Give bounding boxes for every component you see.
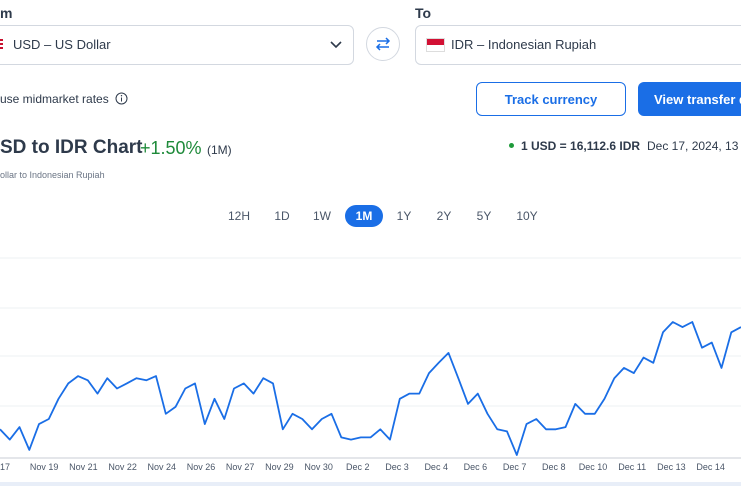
x-tick-label: Nov 21 xyxy=(69,462,98,472)
x-tick-label: Nov 30 xyxy=(304,462,333,472)
from-select[interactable]: USD – US Dollar xyxy=(0,25,354,65)
track-button[interactable]: Track currency xyxy=(476,82,626,116)
x-tick-label: Dec 6 xyxy=(464,462,488,472)
period-tab[interactable]: 2Y xyxy=(436,209,452,223)
change: +1.50% xyxy=(140,138,202,158)
us-flag xyxy=(0,39,3,50)
period-tab[interactable]: 1D xyxy=(274,209,290,223)
x-tick-label: Dec 2 xyxy=(346,462,370,472)
rate-time: Dec 17, 2024, 13 xyxy=(647,139,739,153)
midmarket-text: use midmarket rates xyxy=(0,92,109,106)
x-tick-label: Nov 22 xyxy=(108,462,137,472)
x-tick-label: Dec 14 xyxy=(696,462,725,472)
period-tab[interactable]: 1W xyxy=(313,209,331,223)
to-label: To xyxy=(415,5,432,21)
live-dot xyxy=(509,143,514,148)
subtitle: ollar to Indonesian Rupiah xyxy=(0,170,105,180)
change-period: (1M) xyxy=(207,143,232,157)
transfer-button[interactable]: View transfer q xyxy=(638,82,741,116)
swap-button[interactable] xyxy=(366,27,400,61)
from-currency: USD – US Dollar xyxy=(13,37,111,52)
x-tick-label: Dec 10 xyxy=(579,462,608,472)
period-tab[interactable]: 1M xyxy=(345,205,383,227)
to-select[interactable]: IDR – Indonesian Rupiah xyxy=(415,25,741,65)
x-tick-label: Nov 19 xyxy=(30,462,59,472)
chart-title: SD to IDR Chart xyxy=(0,137,143,158)
midmarket-note: use midmarket rates xyxy=(0,92,128,106)
info-icon[interactable] xyxy=(115,92,128,105)
chart: 17 Nov 19 Nov 21 Nov 22 Nov 24 Nov 26 Nov 27 No… xyxy=(0,257,741,486)
period-tab[interactable]: 1Y xyxy=(396,209,412,223)
scroll-strip xyxy=(0,482,741,486)
period-tab[interactable]: 10Y xyxy=(516,209,538,223)
x-tick-label: Dec 3 xyxy=(385,462,409,472)
x-tick-label: Dec 11 xyxy=(618,462,646,472)
x-tick-label: Nov 24 xyxy=(148,462,177,472)
x-tick-label: Dec 8 xyxy=(542,462,566,472)
x-tick-label: Dec 13 xyxy=(657,462,686,472)
to-currency: IDR – Indonesian Rupiah xyxy=(451,37,597,52)
rate: 1 USD = 16,112.6 IDR xyxy=(521,139,641,153)
id-flag xyxy=(426,38,445,52)
from-label: m xyxy=(0,5,13,21)
x-tick-label: Nov 26 xyxy=(187,462,216,472)
x-tick-label: 17 xyxy=(0,462,10,472)
x-tick-label: Nov 29 xyxy=(265,462,294,472)
period-tab[interactable]: 12H xyxy=(227,209,250,223)
chevron xyxy=(330,41,342,49)
rate-line xyxy=(0,321,741,456)
x-tick-label: Nov 27 xyxy=(226,462,255,472)
x-tick-label: Dec 7 xyxy=(503,462,527,472)
x-tick-label: Dec 4 xyxy=(424,462,448,472)
period-tab[interactable]: 5Y xyxy=(476,209,492,223)
swap-icon xyxy=(375,37,391,51)
